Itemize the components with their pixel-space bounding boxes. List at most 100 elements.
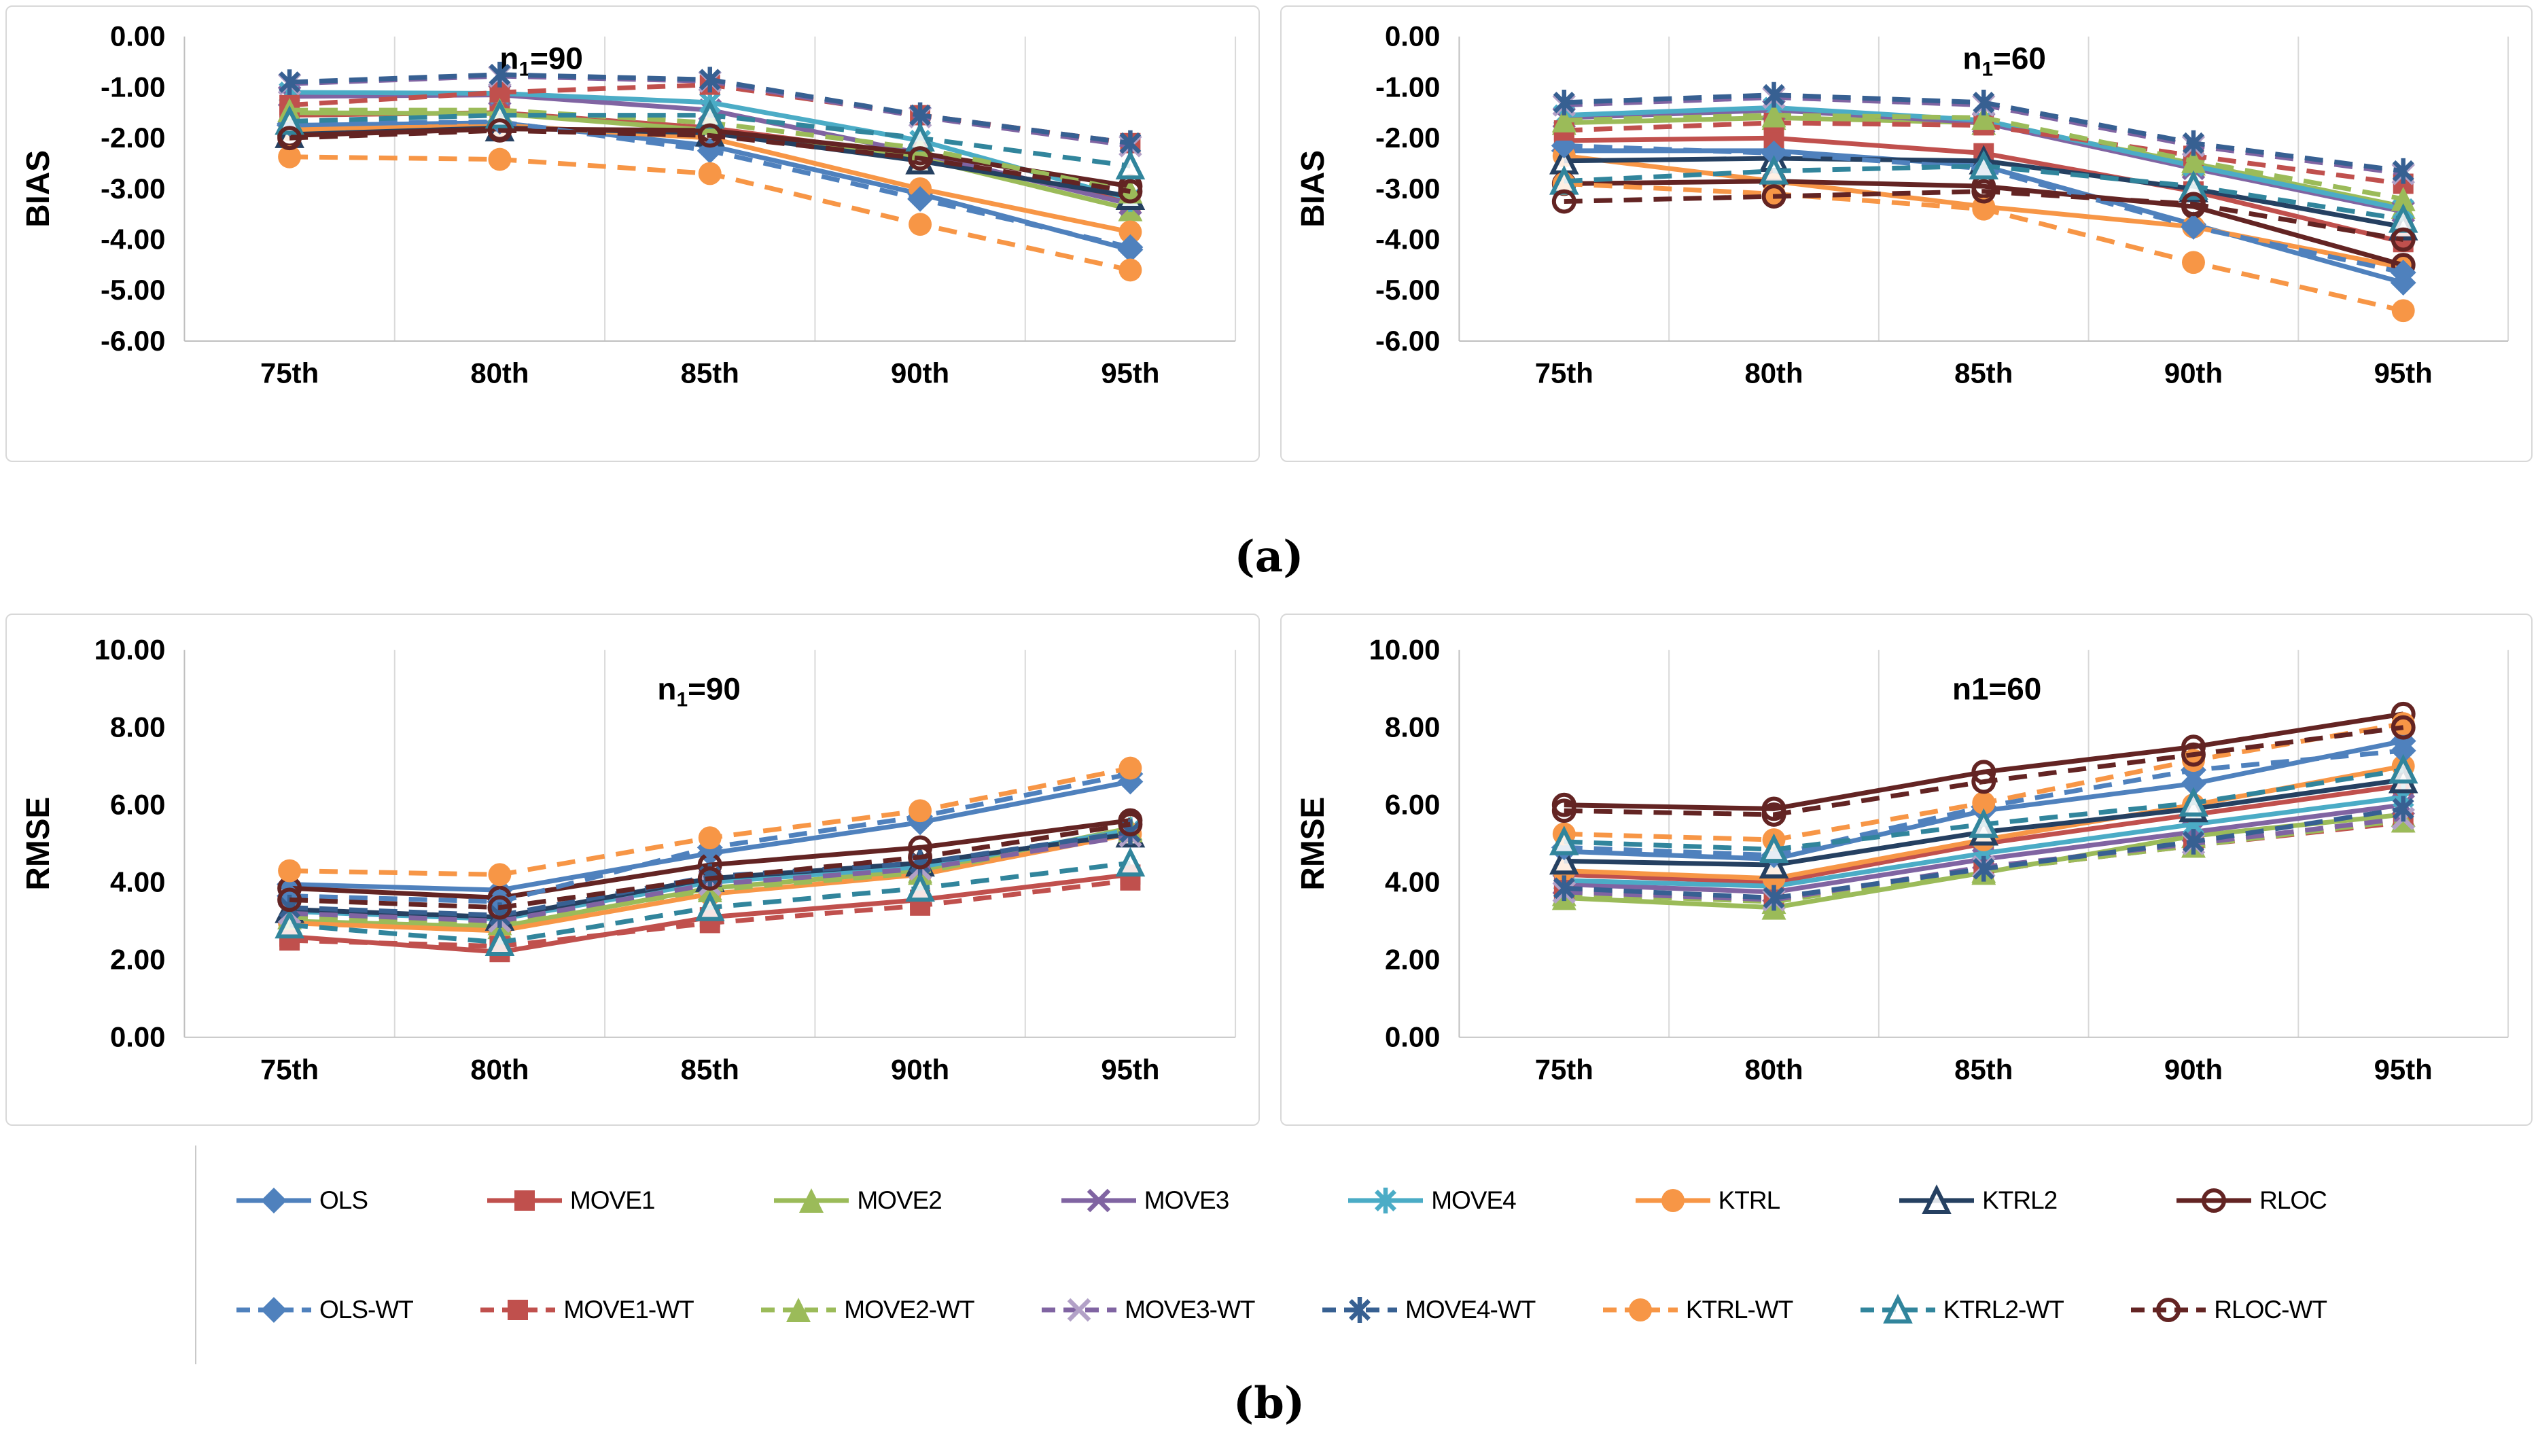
asterisk-marker xyxy=(279,69,301,95)
x-category-label: 95th xyxy=(2374,357,2433,389)
series-move4-wt xyxy=(1553,796,2414,911)
open-triangle-marker xyxy=(1882,1293,1913,1324)
open-triangle-marker xyxy=(1969,149,1999,180)
circle-marker xyxy=(1661,1188,1685,1212)
x-category-label: 80th xyxy=(470,357,529,389)
open-triangle-marker xyxy=(2388,753,2418,784)
asterisk-marker xyxy=(2183,828,2204,855)
diamond-marker xyxy=(261,1187,287,1213)
asterisk-marker xyxy=(1763,82,1785,108)
open-circle-marker xyxy=(2391,715,2416,740)
legend-item-rloc: RLOC xyxy=(2174,1183,2327,1218)
bias-n90-plot: 0.00 -1.00 -2.00 -3.00 -4.00 -5.00 -6.00 75th 80… xyxy=(20,20,1237,389)
figure-label-b: (b) xyxy=(1233,1378,1305,1429)
asterisk-marker xyxy=(699,67,721,93)
circle-marker xyxy=(1118,756,1142,780)
chart-panel-bias-n90: 0.00 -1.00 -2.00 -3.00 -4.00 -5.00 -6.00 75th 80… xyxy=(5,5,1260,462)
open-circle-marker xyxy=(2181,192,2206,217)
y-tick-label: 4.00 xyxy=(110,866,166,898)
asterisk-marker xyxy=(1973,855,1995,882)
open-triangle-marker xyxy=(1549,825,1579,855)
open-circle-marker xyxy=(1118,812,1143,837)
legend-sample-solid-line xyxy=(487,1190,562,1211)
open-triangle-marker xyxy=(1922,1184,1952,1214)
open-triangle-marker xyxy=(2179,170,2208,200)
y-axis-title: RMSE xyxy=(1295,797,1331,891)
legend-item-ktrl2-wt: KTRL2-WT xyxy=(1858,1292,2064,1328)
legend-sample-solid-line xyxy=(1635,1188,1710,1212)
legend-sample-dashed-line xyxy=(1322,1296,1397,1323)
x-axis-categories: 75th 80th 85th 90th 95th xyxy=(260,357,1159,389)
open-circle-marker xyxy=(1551,798,1576,823)
y-axis-title: RMSE xyxy=(20,797,56,891)
open-circle-marker xyxy=(2181,742,2206,767)
legend-item-rloc-wt: RLOC-WT xyxy=(2128,1292,2327,1328)
y-tick-label: -2.00 xyxy=(101,122,165,154)
x-category-label: 85th xyxy=(1954,1053,2013,1085)
open-triangle-marker xyxy=(1759,833,1789,864)
open-triangle-marker xyxy=(1759,155,1789,185)
legend-label: KTRL2-WT xyxy=(1943,1295,2064,1324)
x-category-label: 95th xyxy=(2374,1053,2433,1085)
legend-item-move2-wt: MOVE2-WT xyxy=(758,1292,975,1328)
chart-title: n1=90 xyxy=(657,671,741,711)
series-ktrl2-wt xyxy=(1549,753,2418,864)
series-line xyxy=(1564,189,2404,243)
diamond-marker xyxy=(2181,214,2206,240)
asterisk-marker xyxy=(1553,875,1575,902)
legend-row-solid: OLS MOVE1 MOVE2 MOVE3 MOVE4 KTRL KTRL2 RLOC xyxy=(234,1183,2327,1218)
series-line xyxy=(289,128,1131,194)
triangle-marker xyxy=(2391,186,2416,211)
square-marker xyxy=(508,1299,529,1320)
y-tick-label: 0.00 xyxy=(110,20,166,52)
y-tick-label: -4.00 xyxy=(101,224,165,255)
asterisk-marker xyxy=(2392,796,2414,822)
y-axis-ticks: 0.00 -1.00 -2.00 -3.00 -4.00 -5.00 -6.00 xyxy=(101,20,165,357)
diamond-marker xyxy=(1761,140,1787,166)
gridlines xyxy=(183,650,1237,1037)
circle-marker xyxy=(909,213,932,236)
open-triangle-marker xyxy=(275,105,304,135)
legend-label: MOVE2-WT xyxy=(844,1295,974,1324)
series-rloc-wt xyxy=(1551,715,2416,827)
x-category-label: 80th xyxy=(470,1053,529,1085)
legend-item-ktrl-wt: KTRL-WT xyxy=(1600,1292,1793,1328)
series-ktrl2-wt xyxy=(1549,149,2418,233)
circle-marker xyxy=(1628,1298,1652,1321)
legend-sample-solid-line xyxy=(774,1188,849,1213)
y-tick-label: -3.00 xyxy=(101,173,165,205)
x-marker xyxy=(1067,1298,1091,1321)
y-tick-label: -3.00 xyxy=(1375,173,1440,205)
legend-label: MOVE2 xyxy=(857,1186,942,1214)
legend-item-move3: MOVE3 xyxy=(1059,1183,1229,1218)
asterisk-marker xyxy=(2183,130,2204,156)
open-circle-marker xyxy=(2391,227,2416,252)
y-axis-title: BIAS xyxy=(1295,150,1331,228)
open-triangle-marker xyxy=(905,872,935,902)
asterisk-marker xyxy=(2392,158,2414,184)
legend-label: OLS-WT xyxy=(319,1295,414,1324)
series-ktrl-wt xyxy=(278,145,1142,282)
legend-sample-dashed-line xyxy=(480,1299,556,1320)
legend-item-move4-wt: MOVE4-WT xyxy=(1320,1292,1536,1328)
circle-marker xyxy=(2391,299,2415,323)
series-move4-wt xyxy=(1553,82,2414,184)
legend-label: MOVE4 xyxy=(1431,1186,1517,1214)
x-axis-categories: 75th 80th 85th 90th 95th xyxy=(260,1053,1159,1085)
y-axis-ticks: 10.00 8.00 6.00 4.00 2.00 0.00 xyxy=(1369,634,1441,1053)
y-tick-label: 2.00 xyxy=(1385,944,1441,976)
open-circle-marker xyxy=(1971,769,1996,794)
y-tick-label: 10.00 xyxy=(1369,634,1441,666)
open-circle-marker xyxy=(697,866,722,891)
rmse-n90-plot: 10.00 8.00 6.00 4.00 2.00 0.00 75th 80th 85th 90t… xyxy=(20,634,1237,1085)
legend-item-ols-wt: OLS-WT xyxy=(234,1292,414,1328)
circle-marker xyxy=(698,826,722,850)
circle-marker xyxy=(1972,791,1996,815)
open-circle-marker xyxy=(1551,189,1576,214)
y-tick-label: 8.00 xyxy=(1385,711,1441,743)
triangle-marker xyxy=(1761,103,1786,128)
legend-sample-dashed-line xyxy=(1860,1293,1935,1324)
bias-n60-plot: 0.00 -1.00 -2.00 -3.00 -4.00 -5.00 -6.00 75th 80… xyxy=(1295,20,2509,389)
legend-sample-dashed-line xyxy=(1602,1298,1678,1321)
series-ktrl2-wt xyxy=(275,847,1146,956)
